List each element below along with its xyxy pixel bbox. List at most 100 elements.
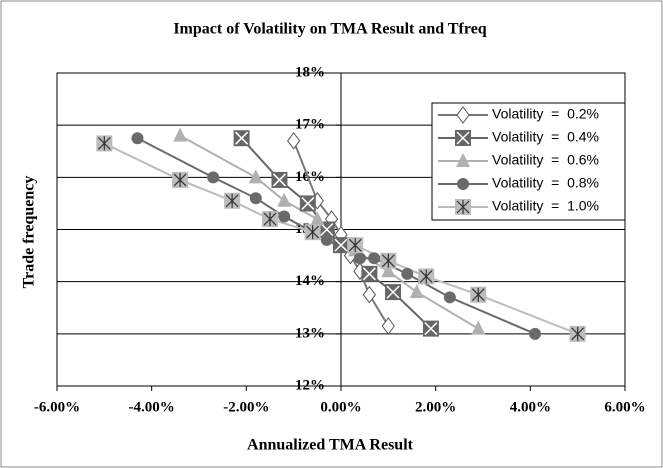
x-tick-label: 6.00% — [604, 399, 645, 415]
marker — [278, 210, 291, 223]
marker — [455, 130, 471, 146]
marker-shape — [320, 222, 334, 237]
marker — [304, 224, 321, 241]
marker — [455, 199, 471, 215]
marker — [318, 221, 335, 238]
marker-shape — [235, 131, 249, 145]
marker — [529, 327, 542, 340]
y-tick-label: 12% — [295, 377, 325, 393]
legend-label: Volatility = 0.6% — [492, 152, 599, 168]
marker — [310, 211, 325, 226]
marker — [470, 286, 487, 303]
marker — [233, 130, 250, 147]
marker-shape — [277, 192, 292, 207]
marker — [224, 192, 241, 209]
marker-shape — [306, 225, 320, 240]
marker — [361, 265, 378, 282]
marker — [385, 284, 402, 301]
marker-shape — [401, 267, 414, 280]
marker-shape — [471, 287, 485, 302]
marker-shape — [362, 267, 376, 281]
marker — [248, 169, 263, 184]
marker — [262, 211, 278, 228]
marker-shape — [571, 326, 585, 341]
marker-shape — [207, 171, 220, 184]
marker — [320, 233, 333, 246]
marker-shape — [97, 136, 111, 151]
marker-shape — [362, 285, 377, 304]
marker — [569, 325, 586, 342]
marker-shape — [381, 263, 396, 278]
marker — [299, 195, 316, 212]
marker — [409, 284, 424, 299]
y-tick-label: 16% — [295, 169, 325, 185]
marker-shape — [457, 178, 469, 190]
marker-shape — [381, 253, 395, 268]
marker-shape — [310, 211, 325, 226]
marker — [353, 252, 366, 265]
marker-shape — [249, 192, 262, 205]
marker-shape — [263, 212, 277, 227]
marker — [249, 192, 262, 205]
legend-label: Volatility = 0.8% — [492, 175, 599, 191]
x-tick-label: -4.00% — [129, 399, 175, 415]
marker-shape — [456, 153, 470, 167]
marker — [287, 131, 301, 150]
marker — [368, 252, 381, 265]
marker — [456, 153, 470, 167]
marker — [277, 192, 292, 207]
marker-shape — [456, 106, 470, 124]
marker-shape — [248, 169, 263, 184]
marker — [362, 285, 377, 304]
marker-shape — [272, 173, 286, 187]
marker-shape — [334, 238, 348, 252]
marker-shape — [353, 252, 366, 265]
marker — [418, 268, 435, 285]
marker-shape — [301, 196, 315, 210]
marker-shape — [225, 193, 239, 208]
marker — [381, 263, 396, 278]
legend-label: Volatility = 0.2% — [492, 106, 599, 122]
marker — [172, 171, 189, 188]
x-axis-title: Annualized TMA Result — [247, 437, 414, 454]
marker-shape — [381, 317, 395, 335]
y-tick-label: 14% — [295, 273, 325, 289]
marker — [471, 320, 486, 335]
marker — [422, 320, 439, 337]
marker — [131, 132, 144, 145]
marker — [173, 127, 188, 142]
marker-shape — [471, 320, 486, 335]
x-tick-label: 0.00% — [320, 399, 361, 415]
marker-shape — [456, 131, 470, 145]
chart-title: Impact of Volatility on TMA Result and T… — [173, 21, 486, 38]
marker — [381, 317, 395, 335]
y-axis-title: Trade frequency — [21, 176, 38, 289]
marker — [347, 237, 364, 254]
marker-shape — [278, 210, 291, 223]
marker-shape — [368, 252, 381, 265]
marker — [443, 291, 456, 304]
x-tick-label: 4.00% — [510, 399, 551, 415]
y-tick-label: 13% — [295, 325, 325, 341]
x-tick-label: 2.00% — [415, 399, 456, 415]
marker-shape — [173, 172, 187, 187]
marker — [271, 171, 288, 188]
marker-shape — [419, 269, 433, 284]
y-tick-label: 18% — [295, 64, 325, 80]
marker — [333, 237, 349, 254]
marker-shape — [529, 327, 542, 340]
y-tick-label: 17% — [295, 117, 325, 133]
marker — [96, 135, 113, 152]
marker-shape — [173, 127, 188, 142]
legend-label: Volatility = 1.0% — [492, 198, 599, 214]
marker-shape — [320, 233, 333, 246]
marker — [457, 178, 469, 190]
marker — [380, 252, 397, 269]
marker-shape — [424, 322, 438, 336]
legend-label: Volatility = 0.4% — [492, 129, 599, 145]
marker-shape — [386, 285, 400, 299]
marker — [401, 267, 414, 280]
marker-shape — [287, 131, 301, 150]
